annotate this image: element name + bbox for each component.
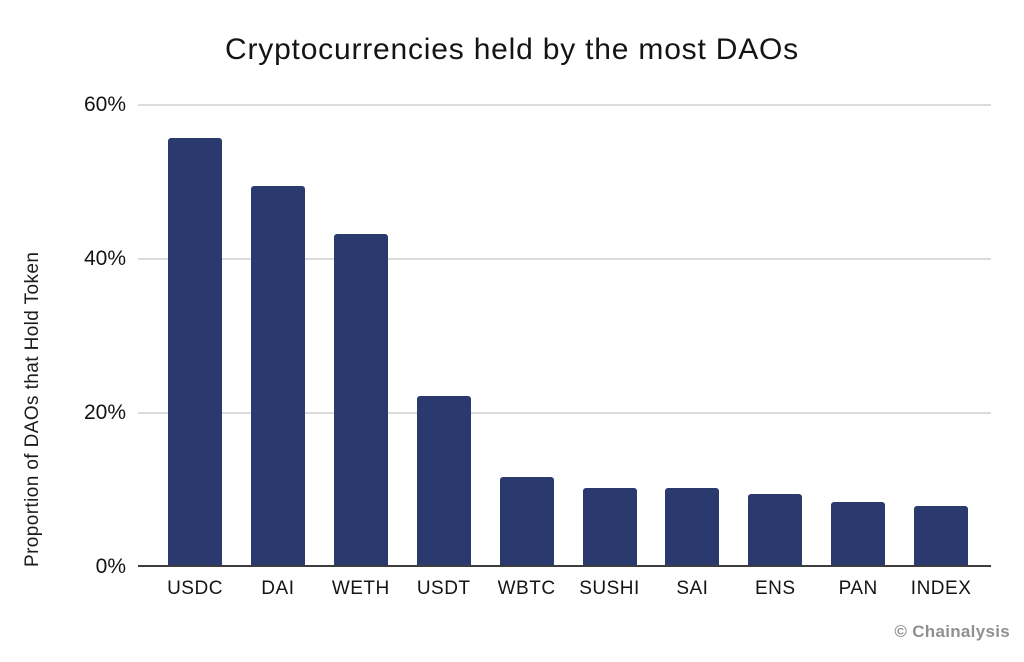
bar-usdc	[168, 137, 222, 565]
gridline-60	[138, 104, 991, 106]
y-axis-title: Proportion of DAOs that Hold Token	[22, 251, 43, 567]
x-tick-label-wbtc: WBTC	[497, 578, 556, 599]
x-tick-label-sai: SAI	[676, 578, 709, 599]
x-tick-label-sushi: SUSHI	[579, 578, 640, 599]
chart-title: Cryptocurrencies held by the most DAOs	[225, 33, 799, 66]
y-tick-label-60: 60%	[83, 93, 126, 116]
x-tick-label-pan: PAN	[838, 578, 878, 599]
y-tick-label-0: 0%	[95, 555, 126, 578]
y-tick-label-40: 40%	[83, 247, 126, 270]
bar-sushi	[582, 488, 637, 565]
gridline-20	[138, 412, 991, 414]
bar-index	[914, 506, 969, 565]
x-tick-label-index: INDEX	[910, 578, 972, 599]
x-tick-label-usdt: USDT	[416, 578, 471, 599]
y-tick-label-20: 20%	[83, 401, 126, 424]
gridline-40	[138, 258, 991, 260]
bar-weth	[333, 233, 388, 565]
bar-usdt	[416, 395, 471, 565]
bar-sai	[665, 488, 720, 565]
x-tick-label-ens: ENS	[755, 578, 796, 599]
watermark: © Chainalysis	[894, 622, 1010, 641]
x-tick-label-dai: DAI	[261, 578, 295, 599]
x-tick-label-usdc: USDC	[167, 578, 223, 599]
bar-pan	[831, 501, 886, 565]
bar-ens	[748, 494, 803, 565]
bar-wbtc	[499, 477, 554, 565]
plot-area	[138, 104, 991, 567]
x-tick-label-weth: WETH	[331, 578, 390, 599]
bar-dai	[250, 186, 305, 565]
